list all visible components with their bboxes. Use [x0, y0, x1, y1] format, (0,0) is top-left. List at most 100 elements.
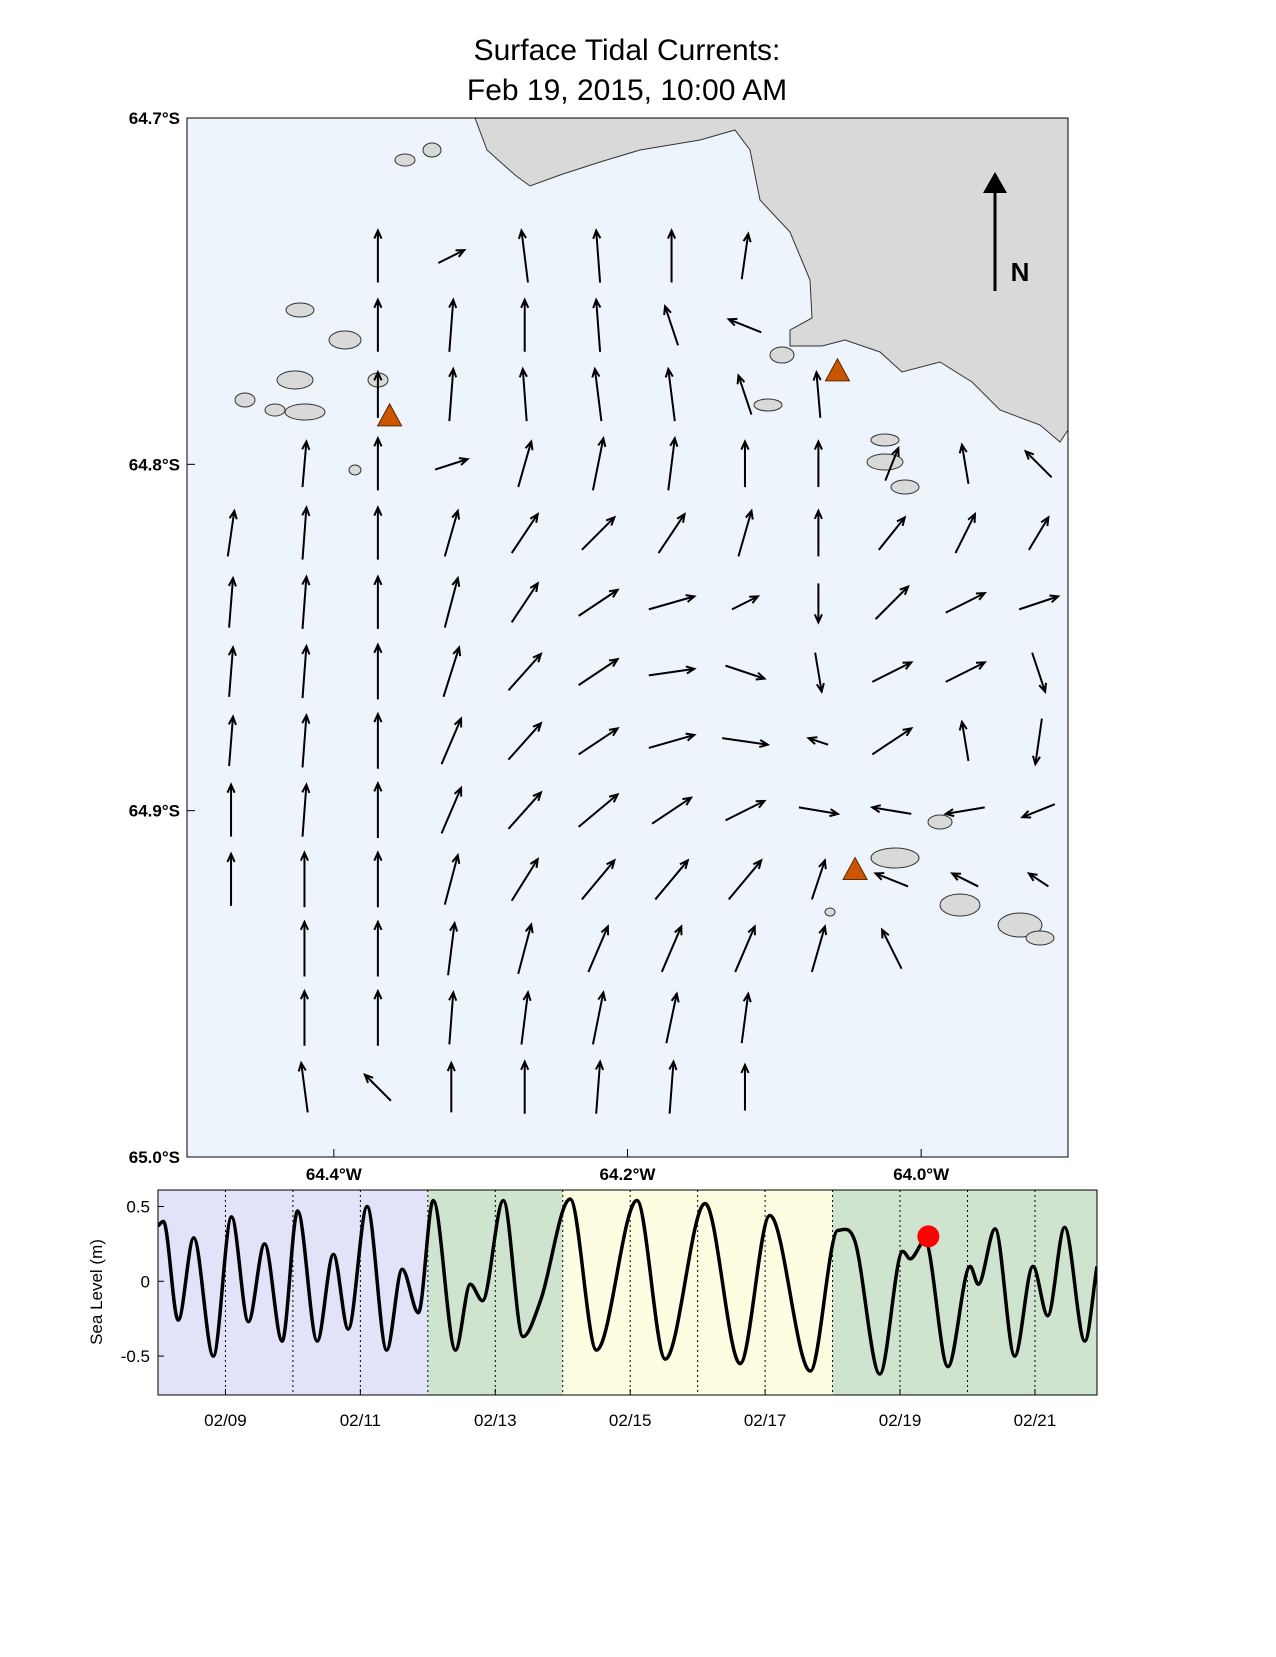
current-arrow [301, 574, 311, 629]
current-arrow [226, 782, 236, 837]
current-arrow [507, 721, 543, 761]
current-arrow [727, 858, 763, 901]
current-arrow [945, 592, 987, 614]
current-arrow [507, 652, 543, 691]
current-arrow [1023, 449, 1053, 479]
current-arrow [373, 505, 383, 560]
land [234, 118, 1068, 946]
island [276, 370, 314, 390]
current-arrow [373, 574, 383, 629]
current-arrow [591, 366, 603, 422]
x-tick-label: 02/21 [1014, 1411, 1057, 1430]
current-arrow [813, 508, 823, 557]
current-arrow [373, 850, 383, 908]
current-arrow [950, 872, 979, 888]
current-arrow [510, 512, 540, 554]
current-arrow [520, 297, 530, 352]
current-arrow [657, 512, 686, 554]
current-arrow [510, 857, 540, 902]
current-arrow [440, 785, 463, 834]
current-arrow [581, 858, 616, 901]
x-tick-label: 64.0°W [893, 1165, 950, 1184]
current-arrow [373, 369, 383, 418]
station-marker [376, 402, 403, 427]
current-arrow [581, 515, 617, 551]
current-arrow [873, 872, 909, 888]
island [1025, 930, 1055, 946]
island [939, 893, 981, 917]
current-arrow [740, 1062, 750, 1111]
island [234, 392, 256, 408]
plot-frame [157, 1189, 1098, 1396]
current-arrow [373, 435, 383, 491]
current-arrow [299, 988, 309, 1046]
current-arrow [517, 228, 529, 283]
current-arrow [734, 924, 756, 973]
current-arrow [731, 595, 761, 611]
current-arrow [664, 366, 676, 422]
island [264, 403, 286, 417]
current-arrow [226, 508, 238, 557]
current-arrow [667, 228, 677, 283]
current-arrow [227, 714, 237, 767]
current-arrow [740, 439, 750, 488]
current-arrow [373, 297, 383, 352]
current-arrow [520, 1059, 530, 1114]
current-arrow [722, 737, 771, 749]
coastline [474, 118, 1068, 443]
current-arrow [725, 664, 767, 681]
current-arrow [945, 661, 987, 683]
y-tick-label: -0.5 [121, 1347, 150, 1366]
island [927, 814, 953, 830]
current-arrow [448, 297, 458, 352]
current-arrow [434, 457, 470, 471]
current-arrow [726, 317, 762, 334]
current-arrow [443, 508, 461, 557]
x-tick-label: 64.4°W [306, 1165, 363, 1184]
current-arrow [448, 990, 458, 1045]
current-arrow [592, 297, 602, 352]
current-arrow [869, 804, 912, 815]
y-tick-label: 0 [141, 1272, 150, 1291]
chart-title: Surface Tidal Currents: [474, 34, 781, 67]
current-arrow [740, 231, 752, 280]
north-label: N [1011, 257, 1030, 287]
current-arrow [740, 991, 752, 1044]
current-arrow [448, 366, 458, 422]
y-tick-label: 65.0°S [129, 1148, 180, 1167]
current-arrow [665, 991, 680, 1044]
current-arrow [373, 780, 383, 838]
current-arrow [592, 228, 602, 283]
x-tick-label: 02/11 [340, 1411, 381, 1430]
current-arrow [591, 990, 607, 1045]
island [348, 464, 362, 476]
current-arrow [1028, 515, 1050, 551]
current-arrow [958, 442, 970, 484]
current-arrow [871, 727, 914, 756]
current-arrow [880, 927, 903, 970]
island [824, 907, 836, 917]
period-band [832, 1190, 1097, 1395]
current-arrow [446, 1060, 456, 1113]
current-arrow [301, 643, 311, 699]
current-arrow [437, 248, 467, 264]
island [753, 398, 783, 412]
current-arrow [226, 851, 236, 906]
current-arrow [442, 645, 462, 698]
current-arrow [651, 796, 694, 825]
current-arrow [648, 732, 697, 749]
island [328, 330, 362, 350]
island [866, 453, 904, 471]
sea-level-plot: 02/09 02/11 02/13 02/15 02/17 02/19 02/21 0.5 0 -… [121, 1190, 1097, 1430]
current-arrow [810, 858, 827, 900]
x-tick-label: 02/19 [879, 1411, 922, 1430]
station-marker [842, 856, 868, 881]
current-arrow [1031, 652, 1048, 694]
current-arrow [660, 924, 683, 973]
y-tick-label: 64.9°S [129, 802, 180, 821]
current-arrow [668, 1059, 678, 1114]
current-arrow [443, 852, 461, 905]
y-tick-label: 64.7°S [129, 109, 180, 128]
y-axis-label: Sea Level (m) [87, 1239, 106, 1345]
island [422, 142, 442, 158]
